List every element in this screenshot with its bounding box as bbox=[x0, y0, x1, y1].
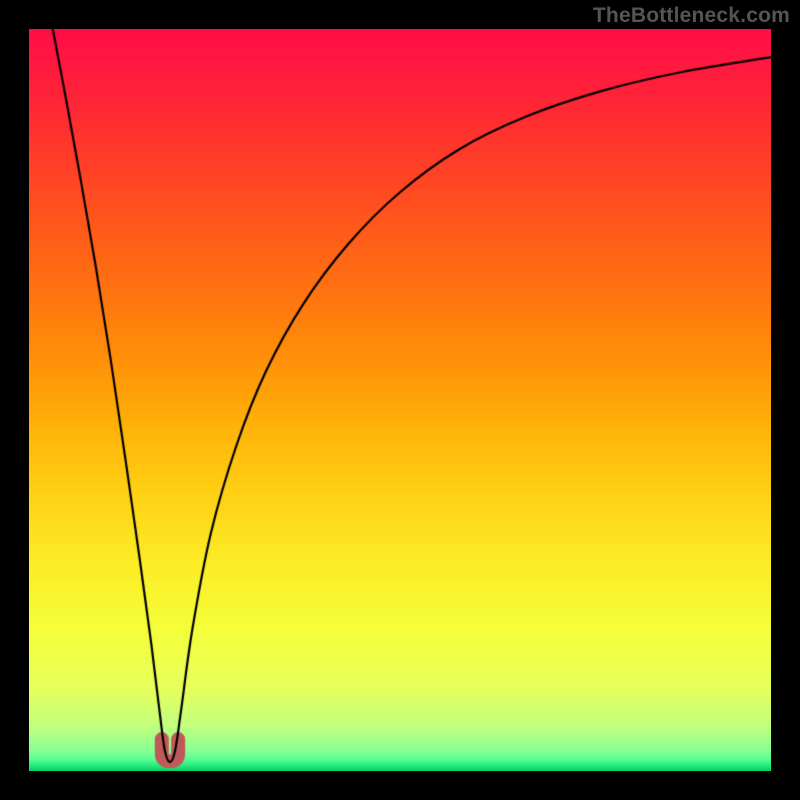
bottleneck-curve-chart bbox=[29, 29, 771, 771]
plot-area bbox=[29, 29, 771, 771]
chart-frame: TheBottleneck.com bbox=[0, 0, 800, 800]
watermark-text: TheBottleneck.com bbox=[593, 4, 790, 28]
